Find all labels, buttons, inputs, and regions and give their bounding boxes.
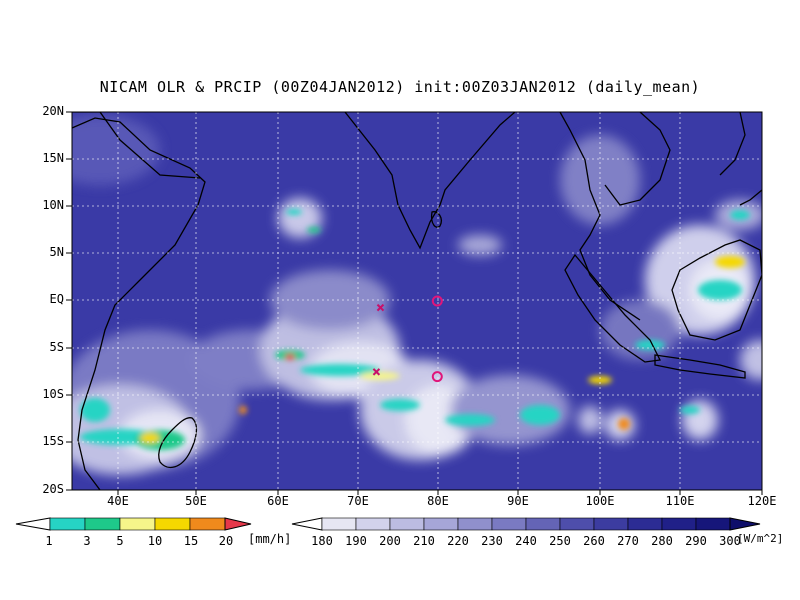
lat-label: 10N <box>42 198 64 212</box>
olr-colorbar-swatch <box>389 517 425 531</box>
precip-unit-label: [mm/h] <box>248 532 292 546</box>
precip-colorbar-label: 10 <box>147 534 163 548</box>
olr-colorbar-label: 270 <box>617 534 639 548</box>
olr-colorbar-swatch <box>321 517 357 531</box>
lon-label: 70E <box>347 494 369 508</box>
lat-label: 20S <box>42 482 64 496</box>
lon-label: 110E <box>665 494 695 508</box>
lon-label: 120E <box>747 494 777 508</box>
precip-colorbar-label: 5 <box>116 534 124 548</box>
olr-colorbar-label: 250 <box>549 534 571 548</box>
map-title: NICAM OLR & PRCIP (00Z04JAN2012) init:00… <box>99 78 701 96</box>
circle-marker <box>431 295 443 307</box>
olr-colorbar-swatch <box>627 517 663 531</box>
lon-label: 80E <box>427 494 449 508</box>
precip-shading <box>80 209 750 450</box>
olr-colorbar-label: 240 <box>515 534 537 548</box>
lat-label: EQ <box>49 292 64 306</box>
cross-marker <box>376 303 385 312</box>
precip-colorbar-swatch <box>154 517 191 531</box>
lat-ticks <box>66 111 72 491</box>
lat-label: 20N <box>42 104 64 118</box>
circle-marker <box>431 371 443 383</box>
olr-colorbar-label: 290 <box>685 534 707 548</box>
olr-colorbar-label: 180 <box>311 534 333 548</box>
precip-colorbar-lower-arrow <box>15 517 51 531</box>
lat-label: 15N <box>42 151 64 165</box>
precip-colorbar-swatch <box>119 517 156 531</box>
precip-colorbar-swatch <box>189 517 226 531</box>
lon-label: 100E <box>585 494 615 508</box>
precip-colorbar-swatch <box>49 517 86 531</box>
olr-colorbar-label: 260 <box>583 534 605 548</box>
olr-colorbar <box>291 517 761 531</box>
lon-label: 60E <box>267 494 289 508</box>
lon-label: 50E <box>185 494 207 508</box>
olr-colorbar-swatch <box>661 517 697 531</box>
olr-colorbar-label: 280 <box>651 534 673 548</box>
olr-colorbar-label: 220 <box>447 534 469 548</box>
precip-colorbar-label: 3 <box>83 534 91 548</box>
olr-colorbar-label: 190 <box>345 534 367 548</box>
olr-colorbar-upper-arrow <box>729 517 761 531</box>
lon-label: 40E <box>107 494 129 508</box>
lon-ticks <box>117 490 763 495</box>
olr-colorbar-swatch <box>695 517 731 531</box>
olr-colorbar-swatch <box>525 517 561 531</box>
markers <box>372 295 443 383</box>
precip-colorbar-upper-arrow <box>224 517 252 531</box>
olr-colorbar-swatch <box>355 517 391 531</box>
olr-colorbar-label: 200 <box>379 534 401 548</box>
precip-colorbar-swatch <box>84 517 121 531</box>
olr-colorbar-swatch <box>491 517 527 531</box>
map-frame <box>71 111 763 491</box>
lat-label: 10S <box>42 387 64 401</box>
olr-colorbar-swatch <box>559 517 595 531</box>
olr-colorbar-swatch <box>593 517 629 531</box>
lon-label: 90E <box>507 494 529 508</box>
olr-colorbar-label: 230 <box>481 534 503 548</box>
lat-label: 15S <box>42 434 64 448</box>
olr-colorbar-label: 300 <box>719 534 741 548</box>
cross-marker <box>372 368 381 376</box>
precip-colorbar-label: 15 <box>183 534 199 548</box>
olr-colorbar-lower-arrow <box>291 517 323 531</box>
precip-colorbar-label: 20 <box>218 534 234 548</box>
olr-colorbar-swatch <box>457 517 493 531</box>
precip-colorbar <box>15 517 252 531</box>
lat-label: 5N <box>49 245 64 259</box>
olr-colorbar-swatch <box>423 517 459 531</box>
precip-colorbar-label: 1 <box>45 534 53 548</box>
olr-unit-label: [W/m^2] <box>737 532 784 545</box>
lat-label: 5S <box>49 340 64 354</box>
olr-colorbar-label: 210 <box>413 534 435 548</box>
grid-lines <box>72 112 762 490</box>
